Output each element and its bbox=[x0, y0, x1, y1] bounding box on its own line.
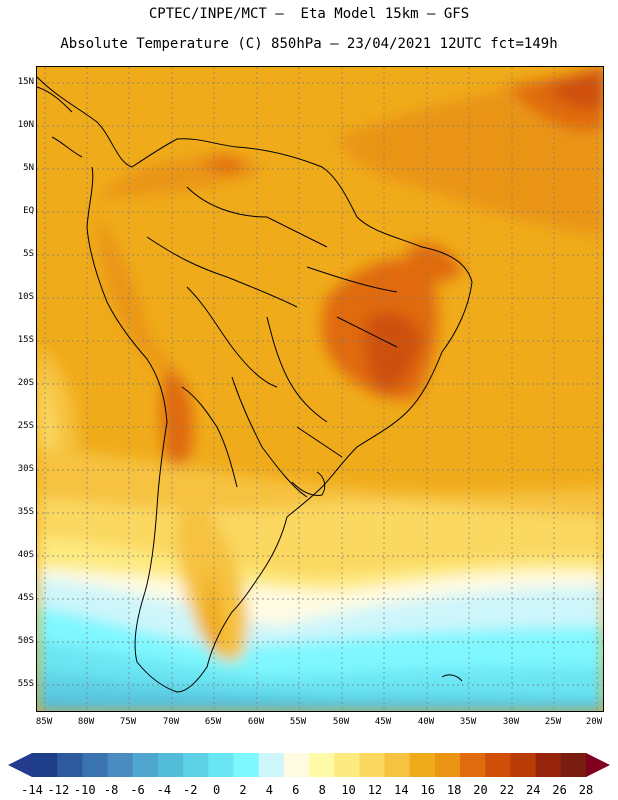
colorbar-swatch bbox=[510, 753, 537, 777]
colorbar-swatch bbox=[107, 753, 134, 777]
temperature-shading bbox=[37, 67, 603, 711]
colorbar-tick-label: 4 bbox=[265, 783, 274, 797]
colorbar-tick-label: -12 bbox=[47, 783, 70, 797]
lon-label-45w: 45W bbox=[374, 717, 392, 727]
lon-label-85w: 85W bbox=[35, 717, 53, 727]
colorbar-swatch bbox=[384, 753, 411, 777]
lat-label-30s: 30S bbox=[17, 464, 34, 474]
colorbar-tick-label: -4 bbox=[156, 783, 172, 797]
colorbar-tick-label: -14 bbox=[21, 783, 43, 797]
lat-label-55s: 55S bbox=[17, 679, 34, 689]
lat-label-15n: 15N bbox=[17, 77, 34, 87]
colorbar-tick-label: 12 bbox=[367, 783, 383, 797]
lat-label-40s: 40S bbox=[17, 550, 34, 560]
lon-label-55w: 55W bbox=[289, 717, 307, 727]
lon-label-25w: 25W bbox=[544, 717, 562, 727]
lat-label-10n: 10N bbox=[17, 120, 34, 130]
colorbar-tick-label: -8 bbox=[103, 783, 119, 797]
colorbar-swatch bbox=[359, 753, 386, 777]
colorbar-swatch bbox=[283, 753, 310, 777]
colorbar-swatch bbox=[535, 753, 562, 777]
colorbar-swatch bbox=[208, 753, 234, 777]
chart-title-line2: Absolute Temperature (C) 850hPa — 23/04/… bbox=[60, 36, 558, 52]
lon-label-70w: 70W bbox=[162, 717, 180, 727]
colorbar-swatch bbox=[32, 753, 58, 777]
colorbar-tick-label: 14 bbox=[394, 783, 409, 797]
lon-label-35w: 35W bbox=[459, 717, 477, 727]
lat-label-eq: EQ bbox=[23, 206, 34, 216]
colorbar-tick-label: 0 bbox=[213, 783, 221, 797]
lat-label-5s: 5S bbox=[23, 249, 34, 259]
colorbar-tick-label: 26 bbox=[552, 783, 567, 797]
lat-label-5n: 5N bbox=[23, 163, 34, 173]
chart-title-line1: CPTEC/INPE/MCT — Eta Model 15km — GFS bbox=[148, 6, 470, 22]
colorbar-under-arrow bbox=[8, 753, 32, 777]
colorbar-swatch bbox=[334, 753, 360, 777]
colorbar-tick-label: 28 bbox=[578, 783, 594, 797]
colorbar-swatch bbox=[233, 753, 260, 777]
lat-label-45s: 45S bbox=[17, 593, 34, 603]
colorbar-swatch bbox=[560, 753, 587, 777]
colorbar-swatch bbox=[258, 753, 285, 777]
colorbar-swatch bbox=[57, 753, 83, 777]
colorbar-swatch bbox=[183, 753, 209, 777]
colorbar-tick-label: 8 bbox=[318, 783, 326, 797]
colorbar-swatch bbox=[82, 753, 109, 777]
colorbar-tick-label: 10 bbox=[341, 783, 356, 797]
colorbar-tick-label: 22 bbox=[499, 783, 515, 797]
colorbar-tick-label: 16 bbox=[420, 783, 435, 797]
lon-label-40w: 40W bbox=[417, 717, 435, 727]
lat-label-50s: 50S bbox=[17, 636, 34, 646]
colorbar bbox=[8, 753, 610, 777]
colorbar-tick-label: -10 bbox=[73, 783, 96, 797]
lon-label-65w: 65W bbox=[204, 717, 222, 727]
colorbar-tick-label: -2 bbox=[183, 783, 198, 797]
map-canvas bbox=[37, 67, 603, 711]
coastlines bbox=[37, 76, 473, 693]
colorbar-swatch bbox=[485, 753, 511, 777]
colorbar-tick-label: 18 bbox=[446, 783, 462, 797]
colorbar-tick-label: 24 bbox=[526, 783, 541, 797]
colorbar-tick-label: 20 bbox=[473, 783, 488, 797]
colorbar-swatch bbox=[460, 753, 486, 777]
colorbar-swatch bbox=[132, 753, 159, 777]
lon-label-80w: 80W bbox=[77, 717, 95, 727]
lat-label-35s: 35S bbox=[17, 507, 34, 517]
lon-label-20w: 20W bbox=[585, 717, 603, 727]
lat-label-25s: 25S bbox=[17, 421, 34, 431]
lon-label-30w: 30W bbox=[502, 717, 520, 727]
lat-label-15s: 15S bbox=[17, 335, 34, 345]
lon-label-75w: 75W bbox=[119, 717, 137, 727]
colorbar-tick-label: -6 bbox=[130, 783, 145, 797]
lon-label-50w: 50W bbox=[332, 717, 350, 727]
temperature-map bbox=[36, 66, 604, 712]
lat-label-10s: 10S bbox=[17, 292, 34, 302]
colorbar-swatch bbox=[434, 753, 461, 777]
colorbar-swatch bbox=[309, 753, 335, 777]
lon-label-60w: 60W bbox=[247, 717, 265, 727]
lat-label-20s: 20S bbox=[17, 378, 34, 388]
colorbar-swatch bbox=[157, 753, 184, 777]
colorbar-tick-label: 2 bbox=[239, 783, 247, 797]
colorbar-tick-label: 6 bbox=[292, 783, 300, 797]
colorbar-swatch bbox=[409, 753, 436, 777]
colorbar-over-arrow bbox=[586, 753, 610, 777]
